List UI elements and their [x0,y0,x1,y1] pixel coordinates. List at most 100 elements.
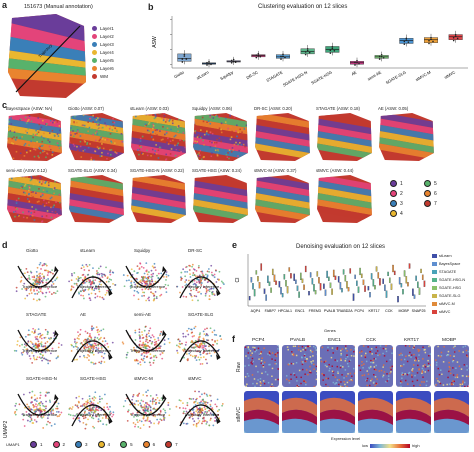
point [430,38,432,41]
umap2-label: UMAP2 [3,420,9,438]
cluster-swatch [390,180,397,187]
box [332,269,335,278]
box [304,265,307,273]
panel-c-legend: 1 2 3 4 5 6 7 [384,180,470,224]
box [326,270,328,279]
point [333,49,336,52]
umap-legend-label: 1 [40,442,43,447]
panel-b-title: Clustering evaluation on 12 slices [258,4,348,10]
gene-label: HPCAL1 [278,309,292,313]
box [318,277,320,284]
box [288,267,291,272]
box [356,280,358,286]
box [377,272,380,279]
point [304,53,307,56]
point [354,61,356,64]
box [331,288,333,295]
box [362,279,365,285]
box [354,274,356,279]
tissue-5 [317,113,372,161]
point [428,42,430,45]
trajectory-label: Trajectory inference [76,348,112,353]
box [339,282,342,290]
point [306,47,309,50]
x-tick-label: SGATE-HSG [310,70,333,86]
legend-label: stLearn [439,254,452,258]
trajectory-curve [17,265,59,288]
x-tick-label: STAGATE [265,69,283,83]
box [319,283,322,291]
point [405,37,408,40]
legend-label: Layer3 [100,41,114,47]
panel-f-gene-title: PVALB [290,338,306,343]
trajectory-arrow [108,354,112,360]
trajectory-arrow [162,266,166,272]
tissue-0 [7,113,62,161]
box-DR-SC [251,50,266,60]
panel-c-title: stLearn (ASW: 0.03) [130,106,169,111]
box-Squidpy [226,56,241,66]
box [298,291,300,298]
trajectory-label: Trajectory inference [22,348,58,353]
umap-plot: Trajectory inference [68,263,117,302]
point [454,35,457,38]
trajectory-label: Trajectory inference [184,412,220,417]
point [259,55,262,58]
raw-expression-map [320,345,355,387]
colorbar [370,444,410,448]
trajectory-curve [179,404,221,427]
panel-c-title: Squidpy (ASW: 0.06) [192,106,233,111]
x-tick-label: SGATE-SLG [385,70,407,86]
panel-a-tissue-map: Trajectory [8,14,86,98]
box [352,293,355,301]
cluster-label: 6 [434,190,437,197]
box [290,273,292,279]
y-axis-label: CI [235,278,241,283]
box [349,268,352,274]
legend-item: Layer1 [92,24,114,32]
legend-swatch [432,302,437,306]
point [181,61,184,63]
point [331,45,334,48]
cluster-label: 1 [400,180,403,187]
umap-legend-swatch [30,441,37,448]
gene-group-AQP4 [248,263,263,301]
box [412,288,414,296]
box [372,279,375,287]
panel-c-title: semi-AE (ASW: 0.12) [6,168,47,173]
umap-legend-swatch [165,441,173,448]
point [234,61,237,64]
panel-c-title: stMVC-M (ASW: 0.37) [254,168,297,173]
box-semi-AE [374,51,389,62]
box [271,268,274,276]
box [281,293,284,298]
legend-swatch [92,33,97,39]
colorbar-high: high [412,443,420,448]
trajectory-arrow [54,330,58,336]
umap-plot: Trajectory inference [122,262,170,302]
panel-e-label: e [232,240,238,250]
raw-expression-map [244,345,279,387]
gene-label: ENC1 [295,309,305,313]
trajectory-label: Trajectory inference [130,284,166,289]
legend-swatch [432,278,437,282]
trajectory-arrow [108,290,112,296]
panel-f-gene-title: MOBP [442,338,457,343]
gene-group-KRT17 [367,266,381,298]
point [329,52,332,54]
box [316,271,319,277]
cluster-label: 5 [434,180,437,187]
legend-label: Layer4 [100,49,114,55]
panel-c-title: SGATE-HSG-N (ASW: 0.22) [130,168,185,173]
cluster-legend-item: 1 [390,180,403,187]
legend-label: STAGATE [439,270,457,274]
stmvc-expression-map [320,391,355,433]
point [452,39,455,42]
panel-e-legend-item: STAGATE [432,268,465,276]
cluster-swatch [390,200,397,207]
umap-legend-label: 2 [62,442,66,447]
point [206,61,208,64]
gene-label: KRT17 [369,309,380,313]
gene-group-FREM3 [308,271,322,296]
